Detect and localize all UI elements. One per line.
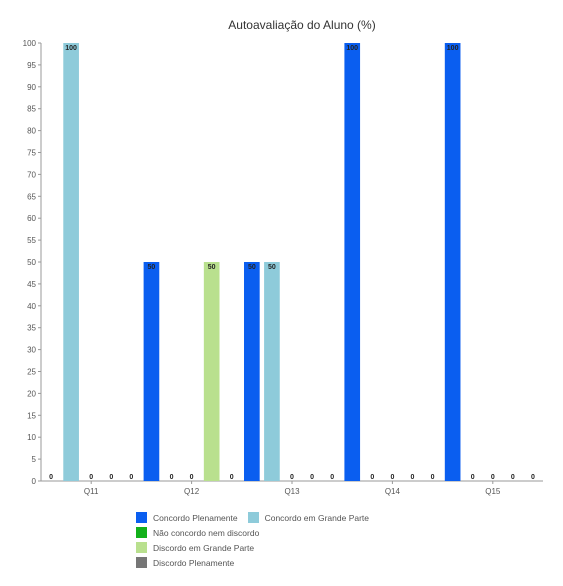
data-label: 100: [447, 45, 459, 52]
y-tick-label: 80: [27, 127, 36, 136]
y-tick-label: 50: [27, 258, 36, 267]
bar: [63, 43, 79, 481]
data-label: 100: [346, 45, 358, 52]
legend-item[interactable]: Discordo Plenamente: [136, 557, 234, 568]
x-tick-label: Q12: [184, 487, 200, 496]
y-tick-label: 75: [27, 149, 36, 158]
legend-row: Concordo Plenamente Concordo em Grande Pa…: [136, 510, 496, 525]
legend-label: Concordo Plenamente: [153, 512, 238, 523]
legend-swatch: [136, 527, 147, 538]
data-label: 0: [491, 474, 495, 481]
bar: [244, 262, 260, 481]
data-label: 0: [370, 474, 374, 481]
legend-swatch: [136, 557, 147, 568]
legend-swatch: [136, 512, 147, 523]
legend-item[interactable]: Não concordo nem discordo: [136, 527, 259, 538]
y-tick-label: 10: [27, 433, 36, 442]
legend-swatch: [247, 512, 259, 523]
y-tick-label: 45: [27, 280, 36, 289]
y-tick-label: 70: [27, 170, 36, 179]
y-tick-label: 55: [27, 236, 36, 245]
y-tick-label: 40: [27, 302, 36, 311]
legend-swatch: [136, 542, 147, 553]
data-label: 0: [290, 474, 294, 481]
bar: [264, 262, 280, 481]
legend-label: Discordo em Grande Parte: [153, 542, 255, 553]
legend-row: Discordo em Grande Parte: [136, 540, 496, 555]
chart-title: Autoavaliação do Aluno (%): [228, 18, 375, 32]
x-tick-label: Q15: [485, 487, 501, 496]
y-tick-label: 60: [27, 214, 36, 223]
y-tick-label: 65: [27, 192, 36, 201]
data-label: 0: [390, 474, 394, 481]
legend-label: Não concordo nem discordo: [153, 527, 260, 538]
plot-area: 0 5 10 15 20 25 30 35 40 45 50 55 60 65 70 75 80 85 90 95 10…: [23, 39, 543, 496]
data-label: 50: [208, 264, 216, 271]
legend-label: Concordo em Grande Parte: [264, 512, 370, 523]
y-tick-label: 20: [27, 389, 36, 398]
legend-row: Discordo Plenamente: [136, 555, 496, 570]
y-tick-label: 95: [27, 61, 36, 70]
legend-item[interactable]: Concordo em Grande Parte: [247, 512, 370, 523]
data-label: 0: [310, 474, 314, 481]
y-tick-label: 90: [27, 83, 36, 92]
data-label: 0: [49, 474, 53, 481]
data-label: 100: [65, 45, 77, 52]
data-label: 0: [431, 474, 435, 481]
bar: [344, 43, 361, 481]
x-tick-label: Q11: [84, 487, 99, 496]
y-tick-label: 100: [23, 39, 37, 48]
y-tick-label: 85: [27, 105, 36, 114]
data-label: 0: [511, 474, 515, 481]
data-label: 0: [330, 474, 334, 481]
data-label: 0: [471, 474, 475, 481]
data-label: 0: [129, 474, 133, 481]
data-label: 50: [268, 264, 276, 271]
legend-label: Discordo Plenamente: [153, 557, 235, 568]
y-tick-label: 15: [27, 411, 36, 420]
data-label: 50: [248, 264, 256, 271]
y-tick-label: 5: [32, 455, 37, 464]
data-label: 0: [109, 474, 113, 481]
legend: Concordo Plenamente Concordo em Grande Pa…: [136, 510, 496, 570]
data-label: 0: [531, 474, 535, 481]
y-tick-label: 35: [27, 324, 36, 333]
bar: [203, 262, 220, 481]
data-label: 0: [230, 474, 234, 481]
y-tick-label: 30: [27, 346, 36, 355]
data-label: 0: [89, 474, 93, 481]
y-tick-label: 0: [32, 477, 37, 486]
bar: [444, 43, 461, 481]
data-label: 0: [190, 474, 194, 481]
x-tick-label: Q14: [385, 487, 401, 496]
y-tick-label: 25: [27, 368, 36, 377]
data-label: 50: [148, 264, 156, 271]
legend-item[interactable]: Concordo Plenamente: [136, 512, 238, 523]
x-tick-label: Q13: [284, 487, 300, 496]
data-label: 0: [411, 474, 415, 481]
legend-item[interactable]: Discordo em Grande Parte: [136, 542, 254, 553]
bar-chart: Autoavaliação do Aluno (%) 0 5 10 15 20 25 30 3…: [23, 18, 543, 496]
bar: [143, 262, 160, 481]
data-label: 0: [170, 474, 174, 481]
legend-row: Não concordo nem discordo: [136, 525, 496, 540]
